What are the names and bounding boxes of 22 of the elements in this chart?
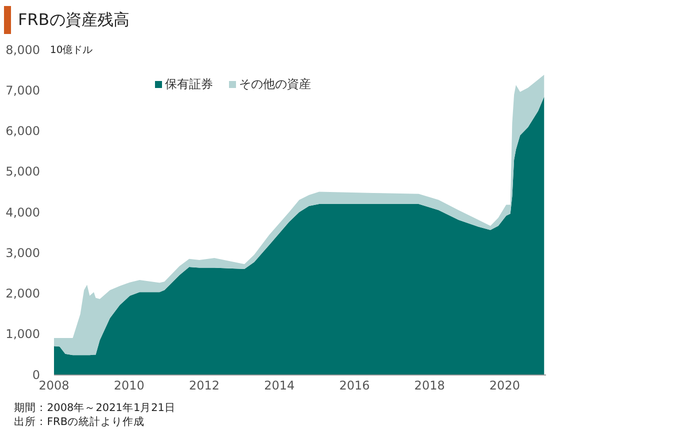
legend-label: その他の資産 [239, 77, 311, 91]
y-tick-label: 2,000 [6, 286, 40, 301]
y-tick-label: 6,000 [6, 124, 40, 138]
text: 期間：2008年～2021年1月21日 [14, 402, 176, 414]
y-tick-label: 7,000 [6, 83, 40, 98]
x-tick-label: 2008 [38, 378, 70, 393]
y-tick-label: 4,000 [6, 205, 40, 220]
y-tick-label: 1,000 [6, 327, 40, 342]
chart-title: FRBの資産残高 [18, 10, 130, 29]
y-tick-label: 8,000 [6, 42, 40, 57]
text: 出所：FRBの統計より作成 [14, 415, 145, 428]
x-tick-label: 2020 [489, 378, 520, 393]
x-tick-label: 2012 [188, 378, 220, 393]
y-tick-label: 0 [32, 368, 40, 382]
y-tick-label: 3,000 [6, 246, 40, 260]
x-tick-label: 2016 [339, 378, 370, 393]
x-tick-label: 2014 [264, 378, 295, 393]
x-tick-label: 2010 [114, 378, 144, 393]
y-axis-title: 10億ドル [50, 44, 93, 56]
legend-label: 保有証券 [165, 77, 213, 91]
x-tick-label: 2018 [414, 378, 445, 393]
y-tick-label: 5,000 [6, 164, 40, 179]
